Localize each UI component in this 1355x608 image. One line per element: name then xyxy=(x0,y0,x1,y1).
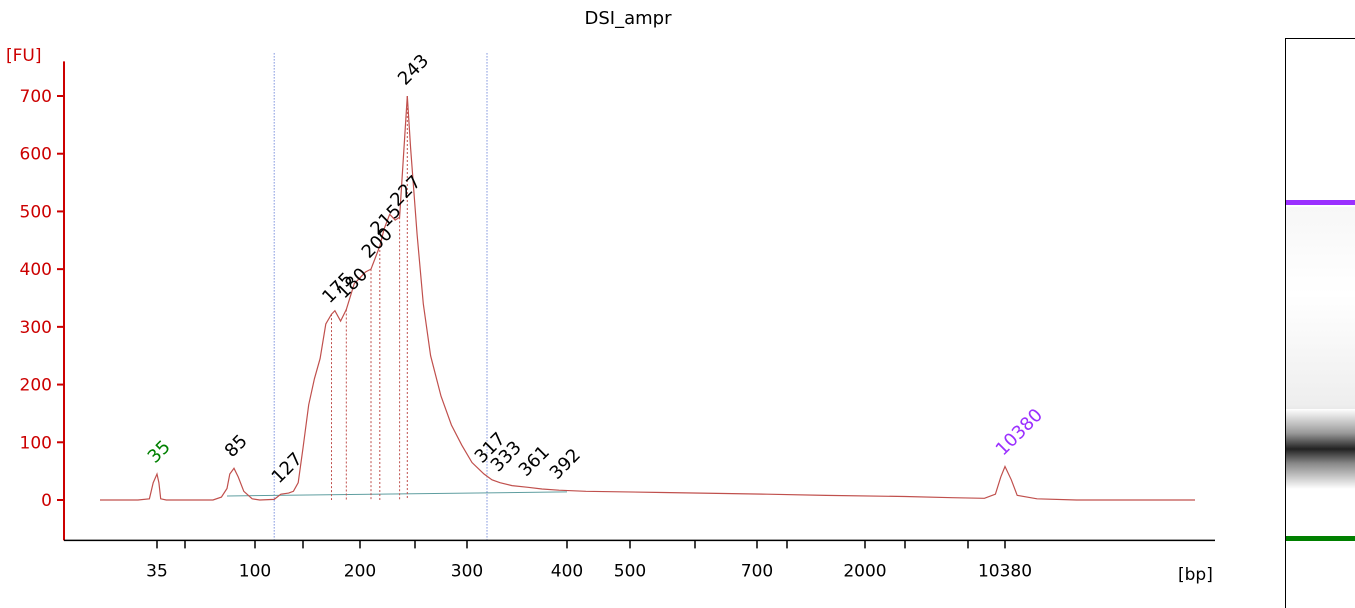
y-tick-label: 400 xyxy=(20,260,52,280)
peak-label: 127 xyxy=(268,449,307,488)
peak-label: 85 xyxy=(221,431,252,462)
x-axis-label: [bp] xyxy=(1178,565,1213,585)
y-tick-label: 300 xyxy=(20,318,52,338)
x-tick-label: 200 xyxy=(344,561,376,581)
peak-drop-lines xyxy=(331,96,408,500)
y-ticks: 0 100 200 300 400 500 600 700 xyxy=(20,87,64,511)
trace-line xyxy=(100,95,1195,501)
axes xyxy=(63,61,1215,542)
x-tick-label: 35 xyxy=(146,561,168,581)
x-ticks: 35 100 200 300 400 500 700 2000 10380 xyxy=(146,540,1032,581)
peak-label: 10380 xyxy=(992,405,1047,460)
peak-label: 35 xyxy=(144,437,175,468)
y-tick-label: 100 xyxy=(20,433,52,453)
x-tick-label: 300 xyxy=(451,561,483,581)
gel-lower-marker-band xyxy=(1286,536,1355,541)
chart-title: DSI_ampr xyxy=(585,8,673,29)
baseline xyxy=(226,491,568,497)
x-tick-label: 400 xyxy=(551,561,583,581)
region-markers xyxy=(273,53,488,541)
baseline-line xyxy=(226,491,568,497)
x-tick-label: 10380 xyxy=(978,561,1032,581)
y-tick-label: 600 xyxy=(20,145,52,165)
y-tick-label: 0 xyxy=(41,491,52,511)
y-tick-label: 500 xyxy=(20,202,52,222)
x-tick-label: 2000 xyxy=(843,561,886,581)
y-axis-label: [FU] xyxy=(6,46,42,66)
x-tick-label: 100 xyxy=(239,561,271,581)
peak-label: 392 xyxy=(546,445,585,484)
gel-lane xyxy=(1285,38,1355,608)
peak-labels: 35 85127175180200215227243317333361392103… xyxy=(144,50,1047,487)
trace xyxy=(100,95,1195,501)
y-tick-label: 700 xyxy=(20,87,52,107)
x-tick-label: 500 xyxy=(614,561,646,581)
peak-label: 243 xyxy=(394,50,433,89)
gel-smear xyxy=(1286,207,1355,427)
gel-upper-marker-band xyxy=(1286,200,1355,205)
y-tick-label: 200 xyxy=(20,376,52,396)
x-tick-label: 700 xyxy=(741,561,773,581)
gel-sample-band xyxy=(1286,409,1355,489)
electropherogram-chart: DSI_ampr [FU] [bp] 0 100 200 300 400 500 600 70… xyxy=(6,8,1215,585)
